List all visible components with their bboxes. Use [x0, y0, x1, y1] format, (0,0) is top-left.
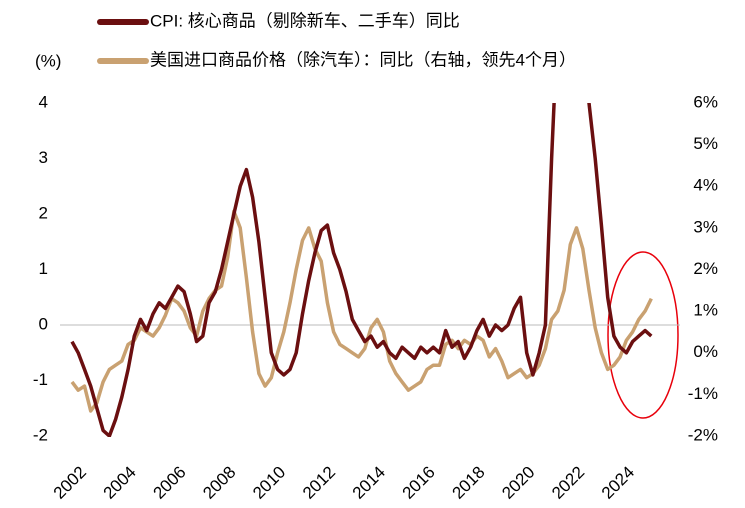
x-tick-label: 2006 — [149, 463, 189, 503]
y-unit-label: (%) — [35, 51, 61, 70]
x-tick-label: 2016 — [399, 463, 439, 503]
x-tick-label: 2024 — [598, 463, 638, 503]
legend-label: CPI: 核心商品（剔除新车、二手车）同比 — [150, 11, 460, 30]
y-tick-label: 4 — [39, 92, 48, 111]
x-tick-label: 2018 — [448, 463, 488, 503]
y-tick-label: 3 — [39, 148, 48, 167]
x-tick-label: 2022 — [548, 463, 588, 503]
x-tick-label: 2020 — [498, 463, 538, 503]
y2-tick-label: 0% — [693, 342, 718, 361]
x-tick-label: 2004 — [100, 463, 140, 503]
legend-label: 美国进口商品价格（除汽车）：同比（右轴，领先4个月） — [150, 50, 576, 69]
y2-tick-label: 3% — [693, 217, 718, 236]
y-tick-label: -1 — [33, 370, 48, 389]
x-tick-label: 2010 — [249, 463, 289, 503]
y2-tick-label: 1% — [693, 301, 718, 320]
series-line — [70, 103, 653, 437]
y-tick-label: 0 — [39, 314, 48, 333]
y2-tick-label: 6% — [693, 92, 718, 111]
x-tick-label: 2002 — [50, 463, 90, 503]
y2-tick-label: -2% — [688, 425, 718, 444]
y-tick-label: -2 — [33, 425, 48, 444]
x-tick-label: 2012 — [299, 463, 339, 503]
x-tick-label: 2014 — [349, 463, 389, 503]
y-tick-label: 1 — [39, 259, 48, 278]
y2-tick-label: 5% — [693, 134, 718, 153]
highlight-ellipse — [607, 251, 679, 419]
y-tick-label: 2 — [39, 203, 48, 222]
y2-tick-label: -1% — [688, 384, 718, 403]
y2-tick-label: 4% — [693, 176, 718, 195]
x-tick-label: 2008 — [199, 463, 239, 503]
series-line — [70, 209, 653, 413]
y2-tick-label: 2% — [693, 259, 718, 278]
plot-area — [70, 103, 653, 437]
